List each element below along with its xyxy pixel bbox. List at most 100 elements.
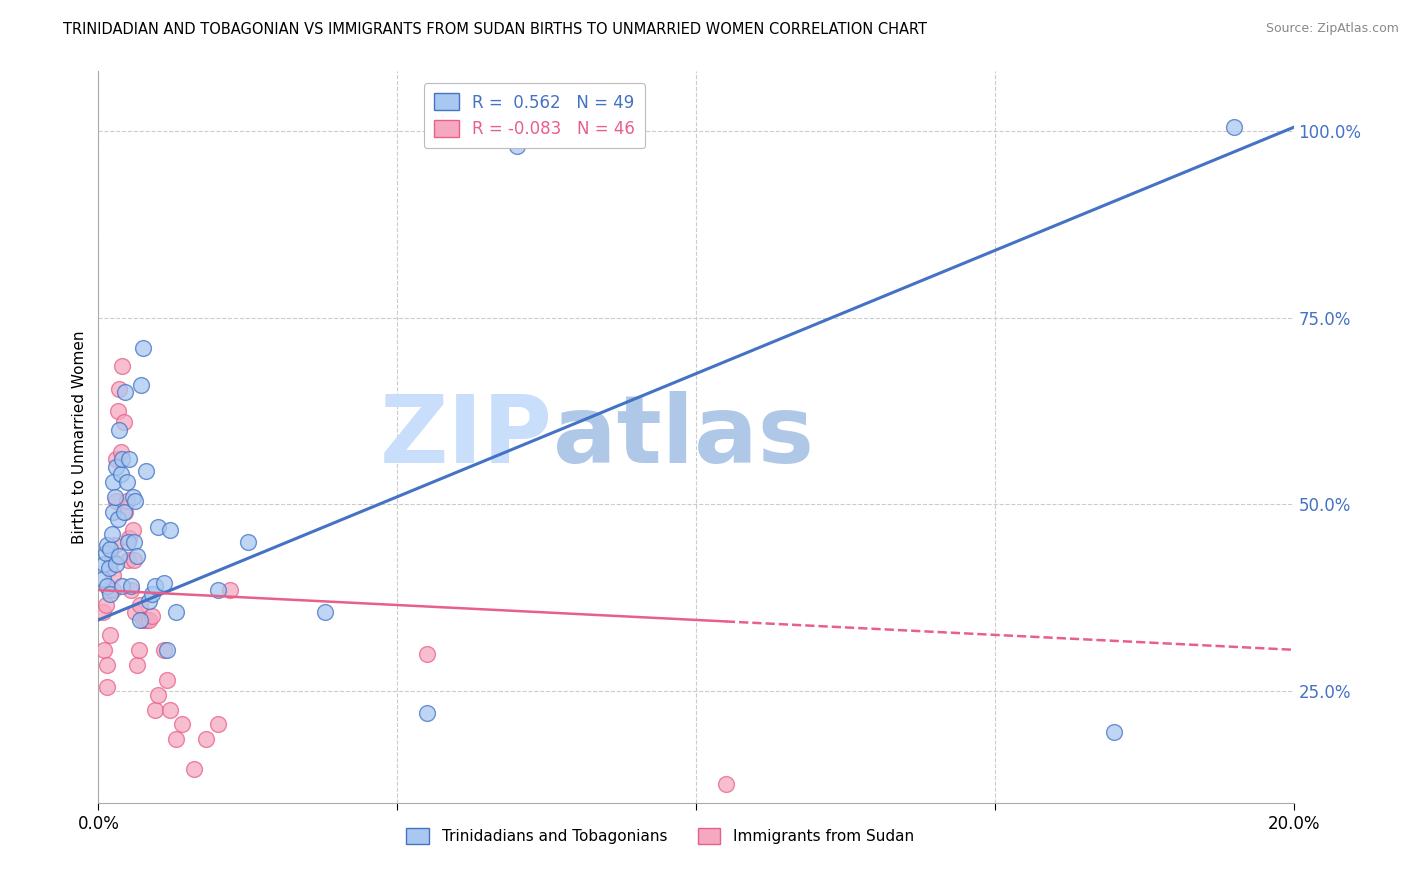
- Point: [1223, 120, 1246, 135]
- Text: ZIP: ZIP: [380, 391, 553, 483]
- Point: [416, 706, 439, 721]
- Point: [156, 642, 179, 657]
- Point: [195, 732, 218, 747]
- Point: [124, 553, 146, 567]
- Point: [98, 560, 121, 574]
- Point: [714, 777, 737, 791]
- Point: [132, 341, 155, 355]
- Point: [112, 415, 135, 429]
- Point: [153, 642, 176, 657]
- Point: [131, 377, 153, 392]
- Text: atlas: atlas: [553, 391, 814, 483]
- Point: [153, 575, 176, 590]
- Point: [103, 505, 125, 519]
- Point: [122, 490, 145, 504]
- Point: [114, 505, 136, 519]
- Point: [94, 546, 117, 560]
- Point: [98, 587, 122, 601]
- Point: [122, 524, 145, 538]
- Point: [91, 572, 114, 586]
- Point: [138, 594, 160, 608]
- Text: TRINIDADIAN AND TOBAGONIAN VS IMMIGRANTS FROM SUDAN BIRTHS TO UNMARRIED WOMEN CO: TRINIDADIAN AND TOBAGONIAN VS IMMIGRANTS…: [63, 22, 928, 37]
- Point: [156, 673, 179, 687]
- Point: [115, 493, 138, 508]
- Point: [416, 647, 439, 661]
- Point: [103, 475, 125, 489]
- Point: [172, 717, 194, 731]
- Point: [117, 534, 139, 549]
- Point: [506, 139, 529, 153]
- Point: [115, 475, 138, 489]
- Point: [117, 553, 139, 567]
- Point: [104, 538, 127, 552]
- Point: [236, 534, 259, 549]
- Point: [118, 531, 141, 545]
- Point: [127, 549, 149, 564]
- Point: [93, 642, 115, 657]
- Point: [1104, 725, 1126, 739]
- Point: [183, 762, 205, 776]
- Point: [114, 385, 136, 400]
- Point: [107, 404, 129, 418]
- Y-axis label: Births to Unmarried Women: Births to Unmarried Women: [72, 330, 87, 544]
- Point: [127, 657, 149, 672]
- Point: [94, 598, 117, 612]
- Point: [96, 538, 118, 552]
- Point: [96, 657, 118, 672]
- Point: [103, 568, 125, 582]
- Point: [111, 359, 134, 374]
- Point: [315, 606, 337, 620]
- Point: [107, 512, 129, 526]
- Point: [165, 606, 187, 620]
- Point: [104, 490, 127, 504]
- Point: [120, 583, 142, 598]
- Point: [111, 579, 134, 593]
- Point: [108, 382, 131, 396]
- Point: [98, 542, 122, 557]
- Point: [103, 583, 125, 598]
- Point: [143, 702, 166, 716]
- Point: [148, 519, 170, 533]
- Point: [93, 557, 115, 571]
- Legend: Trinidadians and Tobagonians, Immigrants from Sudan: Trinidadians and Tobagonians, Immigrants…: [401, 822, 920, 850]
- Point: [100, 553, 122, 567]
- Point: [105, 493, 128, 508]
- Point: [219, 583, 242, 598]
- Point: [129, 598, 152, 612]
- Point: [207, 583, 229, 598]
- Point: [112, 505, 135, 519]
- Point: [159, 702, 181, 716]
- Point: [111, 452, 134, 467]
- Point: [124, 606, 146, 620]
- Point: [141, 609, 163, 624]
- Point: [91, 606, 114, 620]
- Point: [132, 613, 155, 627]
- Point: [159, 524, 181, 538]
- Point: [128, 642, 150, 657]
- Point: [207, 717, 229, 731]
- Point: [105, 459, 128, 474]
- Point: [96, 680, 118, 694]
- Point: [138, 613, 160, 627]
- Point: [135, 464, 157, 478]
- Point: [141, 587, 163, 601]
- Point: [105, 557, 128, 571]
- Point: [120, 579, 142, 593]
- Point: [135, 613, 157, 627]
- Point: [165, 732, 187, 747]
- Text: Source: ZipAtlas.com: Source: ZipAtlas.com: [1265, 22, 1399, 36]
- Point: [98, 583, 121, 598]
- Point: [143, 579, 166, 593]
- Point: [108, 549, 131, 564]
- Point: [118, 452, 141, 467]
- Point: [148, 688, 170, 702]
- Point: [110, 467, 132, 482]
- Point: [124, 534, 146, 549]
- Point: [98, 628, 122, 642]
- Point: [124, 493, 146, 508]
- Point: [96, 579, 118, 593]
- Point: [110, 445, 132, 459]
- Point: [108, 423, 131, 437]
- Point: [105, 452, 128, 467]
- Point: [100, 527, 122, 541]
